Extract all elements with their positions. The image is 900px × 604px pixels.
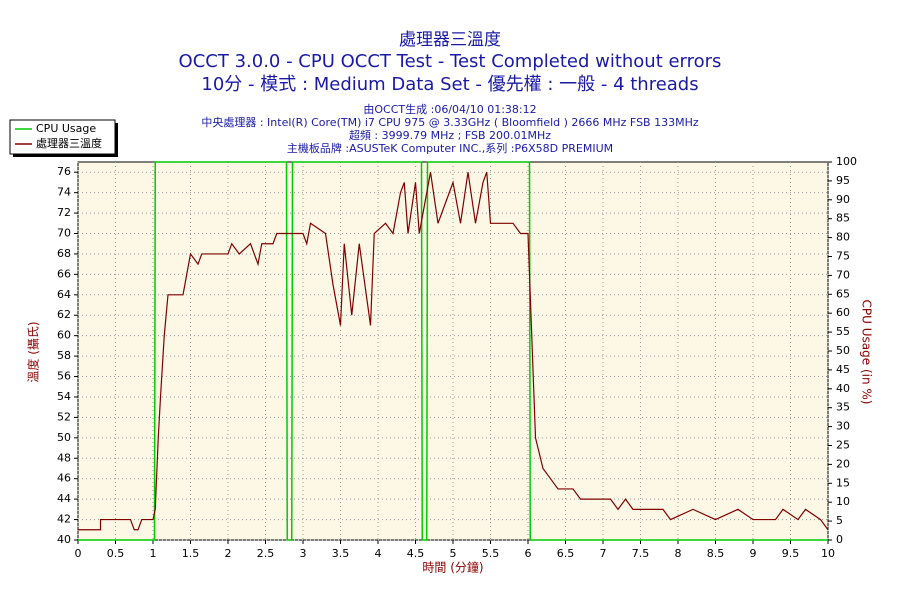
legend-label: CPU Usage [36, 122, 96, 135]
x-tick-label: 10 [821, 547, 835, 560]
y-tick-label: 76 [57, 165, 71, 178]
x-tick-label: 8 [675, 547, 682, 560]
y2-tick-label: 10 [836, 495, 850, 508]
y-axis-label: 溫度 (攝氏) [26, 321, 41, 382]
x-tick-label: 1.5 [182, 547, 200, 560]
y2-tick-label: 30 [836, 420, 850, 433]
y-tick-label: 56 [57, 370, 71, 383]
y2-tick-label: 75 [836, 250, 850, 263]
x-tick-label: 3 [300, 547, 307, 560]
y2-tick-label: 5 [836, 514, 843, 527]
x-tick-label: 7.5 [632, 547, 650, 560]
y2-axis-label: CPU Usage (in %) [860, 300, 874, 405]
y-tick-label: 42 [57, 513, 71, 526]
y-tick-label: 64 [57, 288, 71, 301]
y2-tick-label: 35 [836, 401, 850, 414]
y2-tick-label: 45 [836, 363, 850, 376]
x-tick-label: 4.5 [407, 547, 425, 560]
y-tick-label: 68 [57, 247, 71, 260]
series-line [78, 172, 829, 531]
x-tick-label: 3.5 [332, 547, 350, 560]
info-line: 主機板品牌 :ASUSTeK Computer INC.,系列 :P6X58D … [287, 141, 613, 155]
y-tick-label: 48 [57, 451, 71, 464]
legend-label: 處理器三溫度 [36, 136, 102, 150]
y2-tick-label: 50 [836, 344, 850, 357]
x-tick-label: 8.5 [707, 547, 725, 560]
x-tick-label: 6 [525, 547, 532, 560]
x-tick-label: 5 [450, 547, 457, 560]
info-line: 超頻 : 3999.79 MHz ; FSB 200.01MHz [349, 128, 551, 142]
y2-tick-label: 15 [836, 476, 850, 489]
y-tick-label: 46 [57, 472, 71, 485]
y-tick-label: 54 [57, 390, 71, 403]
legend [9, 119, 116, 155]
y-tick-label: 52 [57, 410, 71, 423]
y-tick-label: 60 [57, 329, 71, 342]
info-line: 由OCCT生成 :06/04/10 01:38:12 [363, 102, 536, 116]
y2-tick-label: 70 [836, 268, 850, 281]
y-tick-label: 40 [57, 533, 71, 546]
y2-tick-label: 100 [836, 155, 857, 168]
x-tick-label: 2.5 [257, 547, 275, 560]
x-axis-label: 時間 (分鐘) [422, 560, 483, 575]
y2-tick-label: 40 [836, 382, 850, 395]
y2-tick-label: 80 [836, 231, 850, 244]
x-tick-label: 4 [375, 547, 382, 560]
x-tick-label: 9.5 [782, 547, 800, 560]
series-line [78, 161, 828, 541]
y2-tick-label: 20 [836, 457, 850, 470]
y2-tick-label: 85 [836, 212, 850, 225]
y-tick-label: 66 [57, 267, 71, 280]
y2-tick-label: 55 [836, 325, 850, 338]
x-tick-label: 1 [150, 547, 157, 560]
chart-subtitle: OCCT 3.0.0 - CPU OCCT Test - Test Comple… [179, 51, 722, 72]
y2-tick-label: 90 [836, 193, 850, 206]
y-tick-label: 72 [57, 206, 71, 219]
y-tick-label: 70 [57, 227, 71, 240]
x-tick-label: 2 [225, 547, 232, 560]
x-tick-label: 7 [600, 547, 607, 560]
y2-tick-label: 65 [836, 287, 850, 300]
info-line: 中央處理器 : Intel(R) Core(TM) i7 CPU 975 @ 3… [201, 115, 699, 129]
x-tick-label: 6.5 [557, 547, 575, 560]
chart-subtitle: 10分 - 模式 : Medium Data Set - 優先權 : 一般 - … [201, 74, 698, 95]
y-tick-label: 44 [57, 492, 71, 505]
y2-tick-label: 25 [836, 439, 850, 452]
y-tick-label: 62 [57, 308, 71, 321]
y-tick-label: 58 [57, 349, 71, 362]
y2-tick-label: 0 [836, 533, 843, 546]
chart-title: 處理器三溫度 [399, 30, 501, 50]
y2-tick-label: 95 [836, 174, 850, 187]
x-tick-label: 9 [750, 547, 757, 560]
x-tick-label: 0 [75, 547, 82, 560]
y2-tick-label: 60 [836, 306, 850, 319]
y-tick-label: 50 [57, 431, 71, 444]
x-tick-label: 0.5 [107, 547, 125, 560]
y-tick-label: 74 [57, 186, 71, 199]
x-tick-label: 5.5 [482, 547, 500, 560]
